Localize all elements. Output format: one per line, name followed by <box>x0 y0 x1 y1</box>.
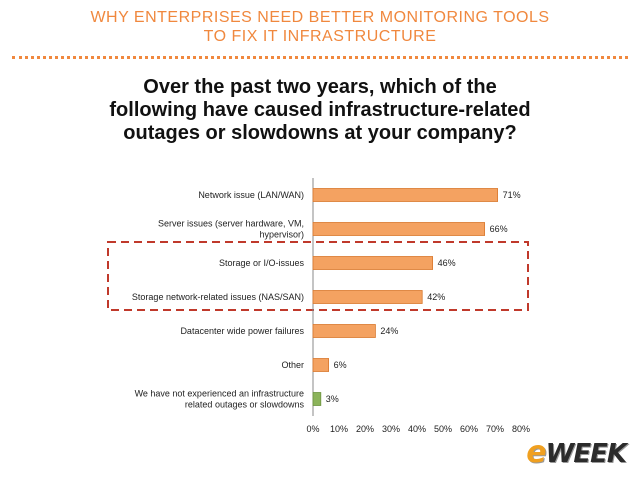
category-label: Other <box>281 360 304 370</box>
category-label: Storage or I/O-issues <box>219 258 305 268</box>
x-tick-label: 60% <box>460 424 478 434</box>
value-label: 42% <box>427 292 445 302</box>
category-label: Datacenter wide power failures <box>180 326 304 336</box>
survey-question: Over the past two years, which of the fo… <box>60 76 580 145</box>
bar <box>312 256 433 270</box>
x-tick-label: 30% <box>382 424 400 434</box>
x-tick-label: 20% <box>356 424 374 434</box>
bar <box>312 392 322 406</box>
question-line-3: outages or slowdowns at your company? <box>123 122 517 144</box>
category-label: We have not experienced an infrastructur… <box>135 389 304 399</box>
value-label: 3% <box>326 394 339 404</box>
bar <box>312 222 486 236</box>
category-label: Server issues (server hardware, VM, <box>158 219 304 229</box>
question-line-2: following have caused infrastructure-rel… <box>109 99 531 121</box>
bar <box>312 290 423 304</box>
bar <box>312 358 330 372</box>
value-label: 24% <box>380 326 398 336</box>
highlight-box <box>107 241 529 311</box>
slide-header: WHY ENTERPRISES NEED BETTER MONITORING T… <box>0 8 640 46</box>
category-label: hypervisor) <box>259 230 304 240</box>
question-line-1: Over the past two years, which of the <box>143 76 497 98</box>
bar-chart: 71% Network issue (LAN/WAN) 66% Server issu… <box>107 178 530 434</box>
x-tick-label: 70% <box>486 424 504 434</box>
category-label: Storage network-related issues (NAS/SAN) <box>132 292 304 302</box>
dotted-divider <box>12 56 628 59</box>
value-label: 46% <box>438 258 456 268</box>
bar <box>312 324 376 338</box>
value-label: 66% <box>490 224 508 234</box>
value-label: 71% <box>503 190 521 200</box>
value-label: 6% <box>334 360 347 370</box>
header-line-1: WHY ENTERPRISES NEED BETTER MONITORING T… <box>90 9 550 26</box>
x-tick-label: 0% <box>306 424 319 434</box>
bar <box>312 188 499 202</box>
header-line-2: TO FIX IT INFRASTRUCTURE <box>203 28 437 45</box>
x-tick-label: 80% <box>512 424 530 434</box>
eweek-logo: eWEEK <box>526 435 627 470</box>
x-tick-label: 50% <box>434 424 452 434</box>
category-label: related outages or slowdowns <box>185 400 305 410</box>
x-tick-label: 10% <box>330 424 348 434</box>
category-label: Network issue (LAN/WAN) <box>198 190 304 200</box>
x-tick-label: 40% <box>408 424 426 434</box>
